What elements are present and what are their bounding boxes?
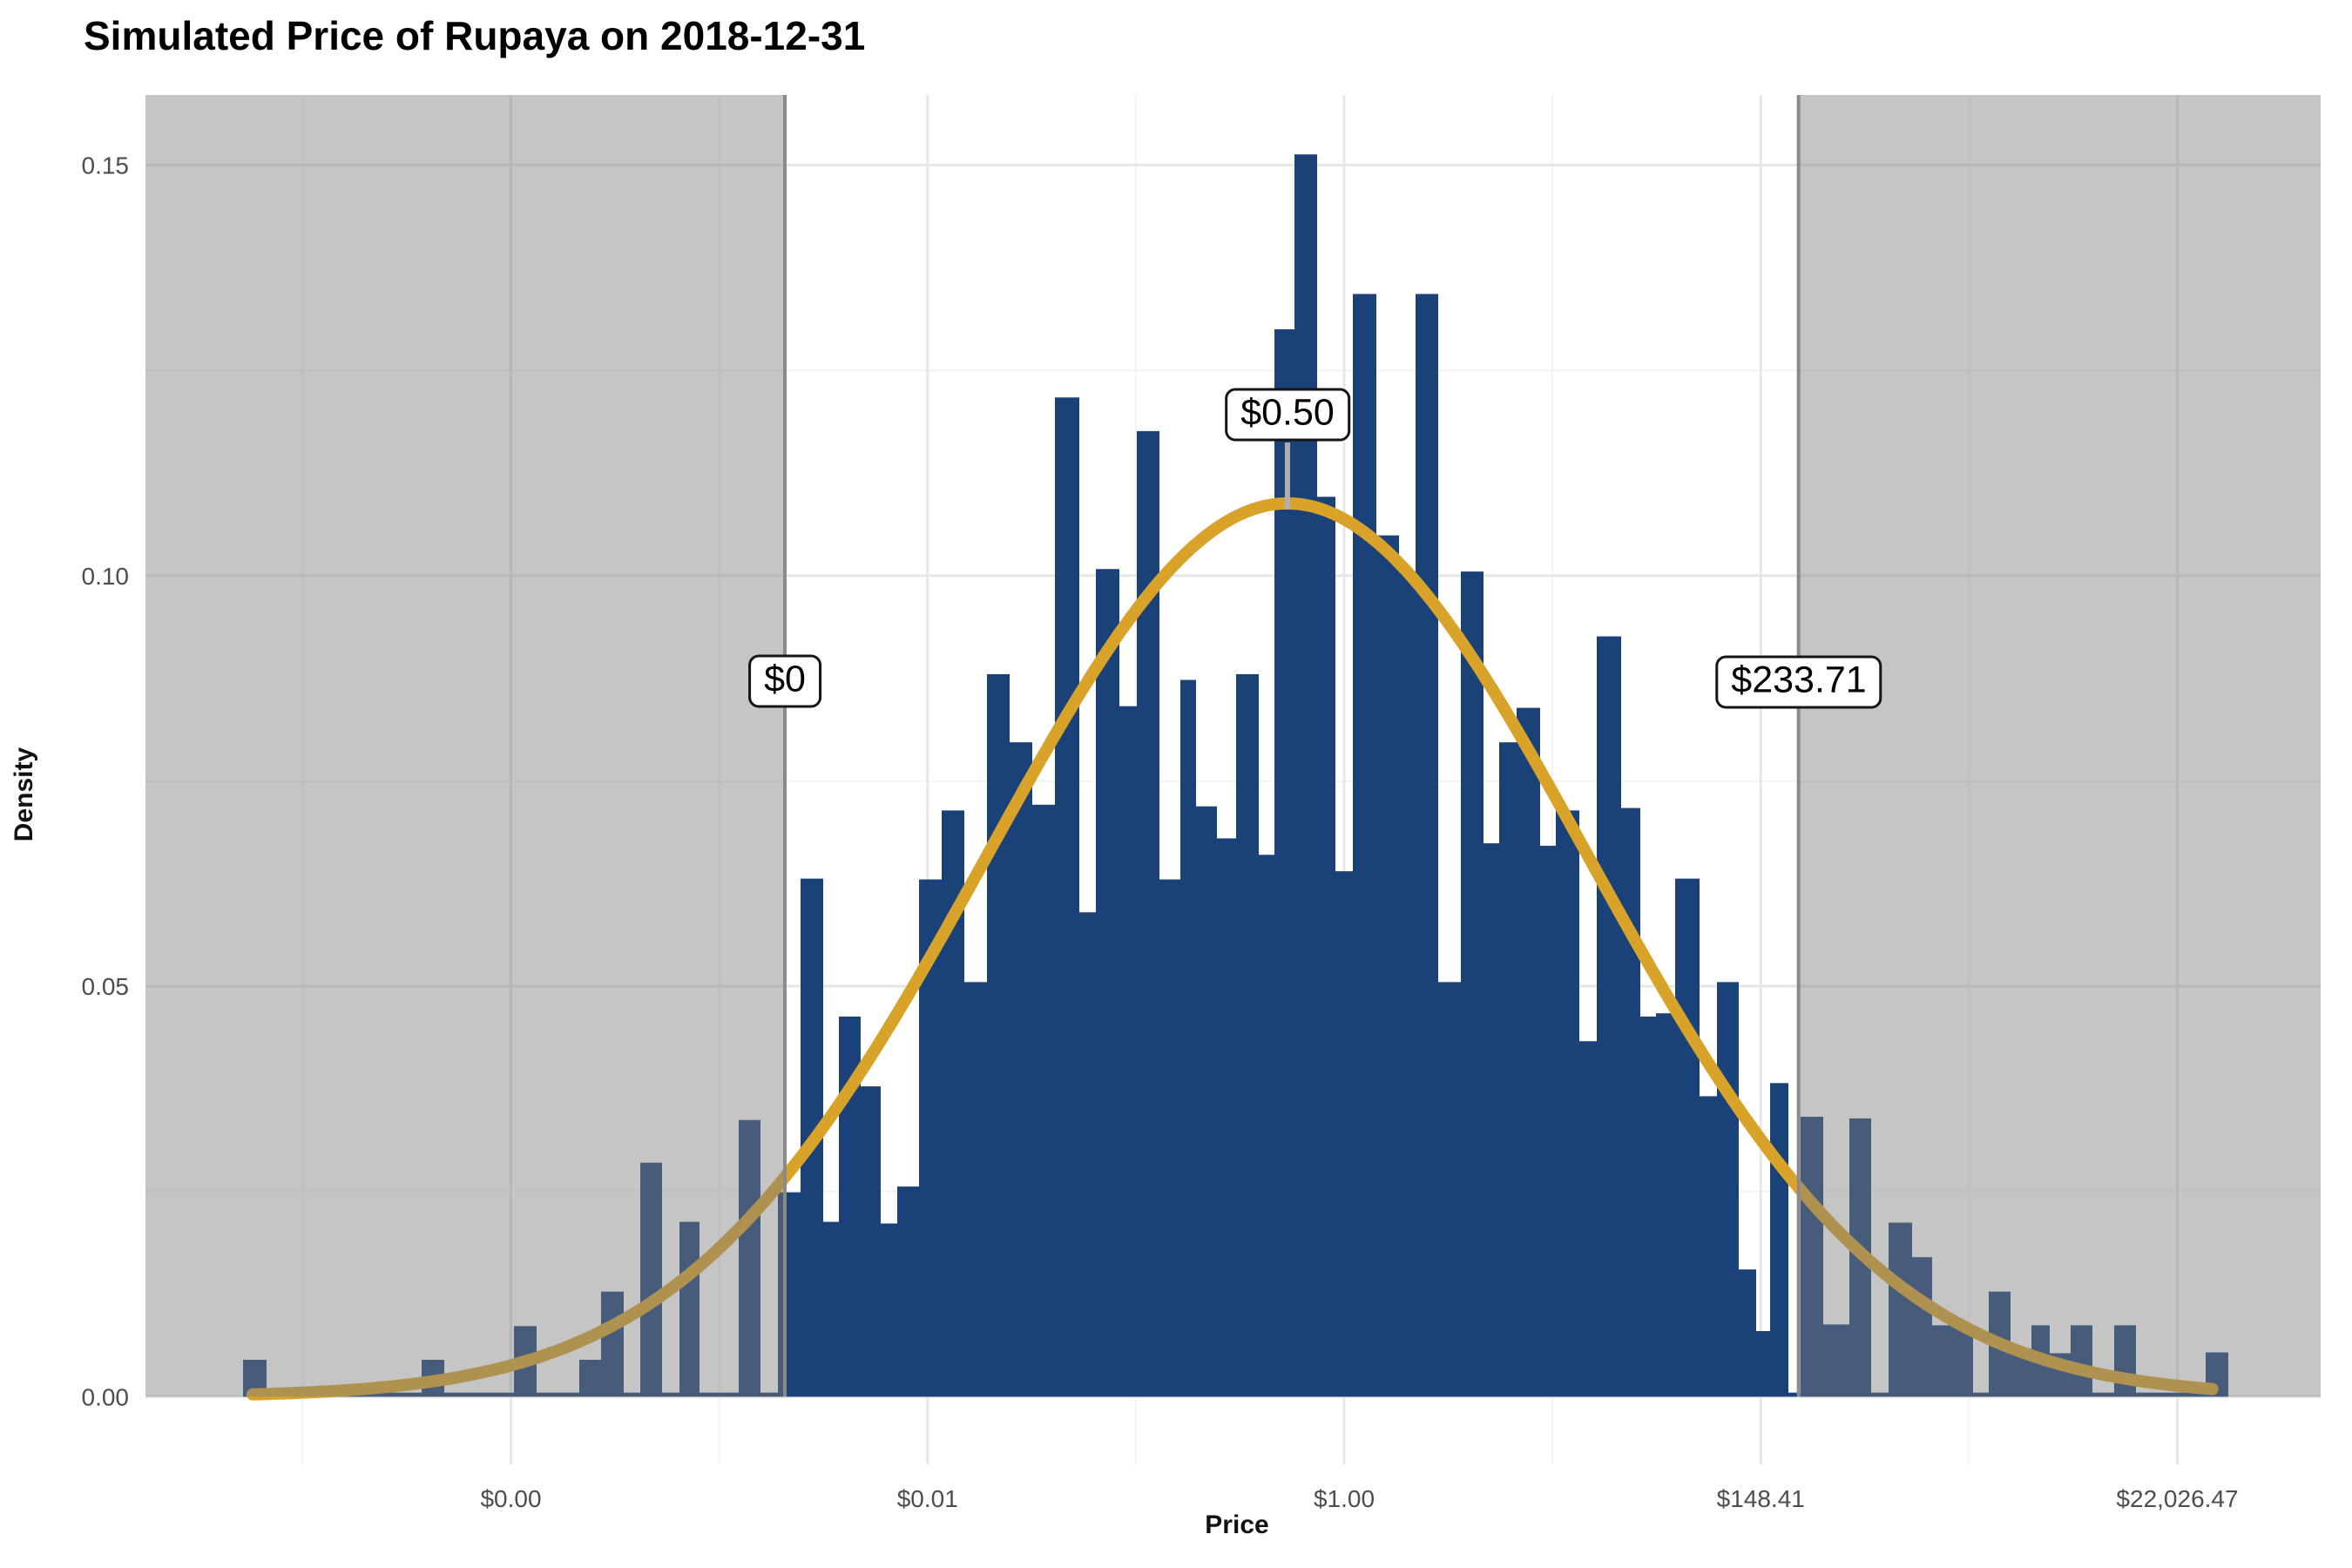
histogram-bar — [1801, 1116, 1823, 1397]
histogram-bar — [1294, 154, 1317, 1397]
histogram-bar — [760, 1392, 778, 1397]
histogram-bar — [719, 1392, 739, 1397]
y-axis-title: Density — [10, 747, 38, 842]
histogram-bar — [987, 673, 1010, 1397]
page-title: Simulated Price of Rupaya on 2018-12-31 — [84, 13, 866, 58]
histogram-bar — [823, 1221, 839, 1397]
histogram-bar — [2071, 1325, 2092, 1397]
histogram-bar — [1656, 1013, 1675, 1397]
histogram-bar — [1376, 535, 1399, 1397]
histogram-bar — [1159, 879, 1180, 1397]
histogram-bar — [1973, 1392, 1989, 1397]
histogram-bar — [1010, 742, 1032, 1397]
histogram-bar — [1739, 1269, 1756, 1397]
histogram-bar — [1399, 571, 1416, 1397]
histogram-bar — [1621, 808, 1640, 1397]
histogram-bar — [881, 1223, 897, 1397]
histogram-bar — [1579, 1041, 1597, 1397]
histogram-bar — [1788, 1392, 1801, 1397]
x-tick-label: $1.00 — [1314, 1485, 1375, 1512]
density-curve — [247, 497, 2219, 1401]
shaded-region-left — [145, 95, 785, 1397]
histogram-bar — [1438, 982, 1461, 1397]
histogram-bar — [402, 1392, 422, 1397]
histogram-bar — [1954, 1325, 1973, 1397]
histogram-bar — [2136, 1392, 2158, 1397]
histogram-bar — [1032, 804, 1055, 1397]
histogram-bar — [1484, 843, 1499, 1397]
histogram-bar — [559, 1392, 579, 1397]
histogram-bar — [2180, 1392, 2206, 1397]
y-tick-label: 0.10 — [82, 563, 130, 590]
histogram-bar — [1119, 706, 1137, 1397]
histogram-bar — [1317, 497, 1335, 1397]
annotation-lower-bound: $0 — [748, 654, 821, 708]
histogram-bar — [1416, 294, 1438, 1397]
histogram-bar — [1932, 1325, 1954, 1397]
histogram-bar — [964, 982, 987, 1397]
histogram-bar — [1196, 806, 1217, 1397]
histogram-bar — [490, 1392, 514, 1397]
histogram-bar — [861, 1086, 881, 1397]
histogram-bar — [662, 1392, 679, 1397]
histogram-bar — [1640, 1016, 1656, 1397]
annotation-upper-bound: $233.71 — [1715, 655, 1882, 709]
histogram-bar — [739, 1119, 760, 1397]
annotation-mean: $0.50 — [1225, 388, 1350, 442]
histogram-bar — [1823, 1324, 1849, 1397]
histogram-bar — [1517, 707, 1540, 1397]
x-axis-title: Price — [1205, 1511, 1269, 1539]
x-tick-label: $148.41 — [1717, 1485, 1805, 1512]
histogram-bar — [579, 1359, 601, 1397]
histogram-bar — [1871, 1392, 1889, 1397]
histogram-bar — [1556, 810, 1579, 1397]
histogram-bar — [1096, 569, 1119, 1397]
histogram-bar — [1259, 855, 1274, 1397]
histogram-bar — [897, 1186, 919, 1397]
y-tick-label: 0.15 — [82, 152, 130, 179]
y-tick-label: 0.05 — [82, 973, 130, 1000]
histogram-bar — [467, 1392, 490, 1397]
histogram-bar — [1889, 1222, 1912, 1397]
histogram-bar — [640, 1162, 662, 1397]
histogram-bar — [1700, 1096, 1717, 1397]
shaded-region-right — [1798, 95, 2321, 1397]
histogram-bar — [1055, 397, 1079, 1397]
histogram-bar — [601, 1291, 624, 1397]
histogram-bar — [1335, 871, 1353, 1397]
histogram-bar — [2158, 1392, 2180, 1397]
histogram-bar — [778, 1192, 801, 1397]
y-tick-label: 0.00 — [82, 1383, 130, 1410]
histogram-bar — [2092, 1392, 2114, 1397]
x-tick-label: $22,026.47 — [2116, 1485, 2238, 1512]
x-tick-label: $0.00 — [480, 1485, 541, 1512]
histogram-bar — [1461, 571, 1484, 1397]
histogram-bar — [1717, 982, 1739, 1397]
histogram-bar — [624, 1392, 640, 1397]
histogram-bar — [380, 1392, 402, 1397]
histogram-bar — [1499, 742, 1517, 1397]
histogram-bar — [444, 1392, 467, 1397]
x-tick-label: $0.01 — [897, 1485, 958, 1512]
histogram-bar — [1675, 878, 1700, 1397]
histogram-bar — [1236, 673, 1259, 1397]
histogram-bar — [1353, 294, 1376, 1397]
histogram-bar — [1217, 838, 1236, 1397]
histogram-bar — [1079, 912, 1096, 1397]
histogram-bar — [1597, 636, 1621, 1397]
histogram-bar — [700, 1392, 719, 1397]
histogram-bar — [1274, 329, 1294, 1397]
histogram-bar — [1770, 1083, 1788, 1397]
histogram-bar — [1180, 679, 1196, 1397]
histogram-bar — [1540, 845, 1556, 1397]
histogram-bar — [537, 1392, 559, 1397]
histogram-bar — [1756, 1330, 1770, 1397]
